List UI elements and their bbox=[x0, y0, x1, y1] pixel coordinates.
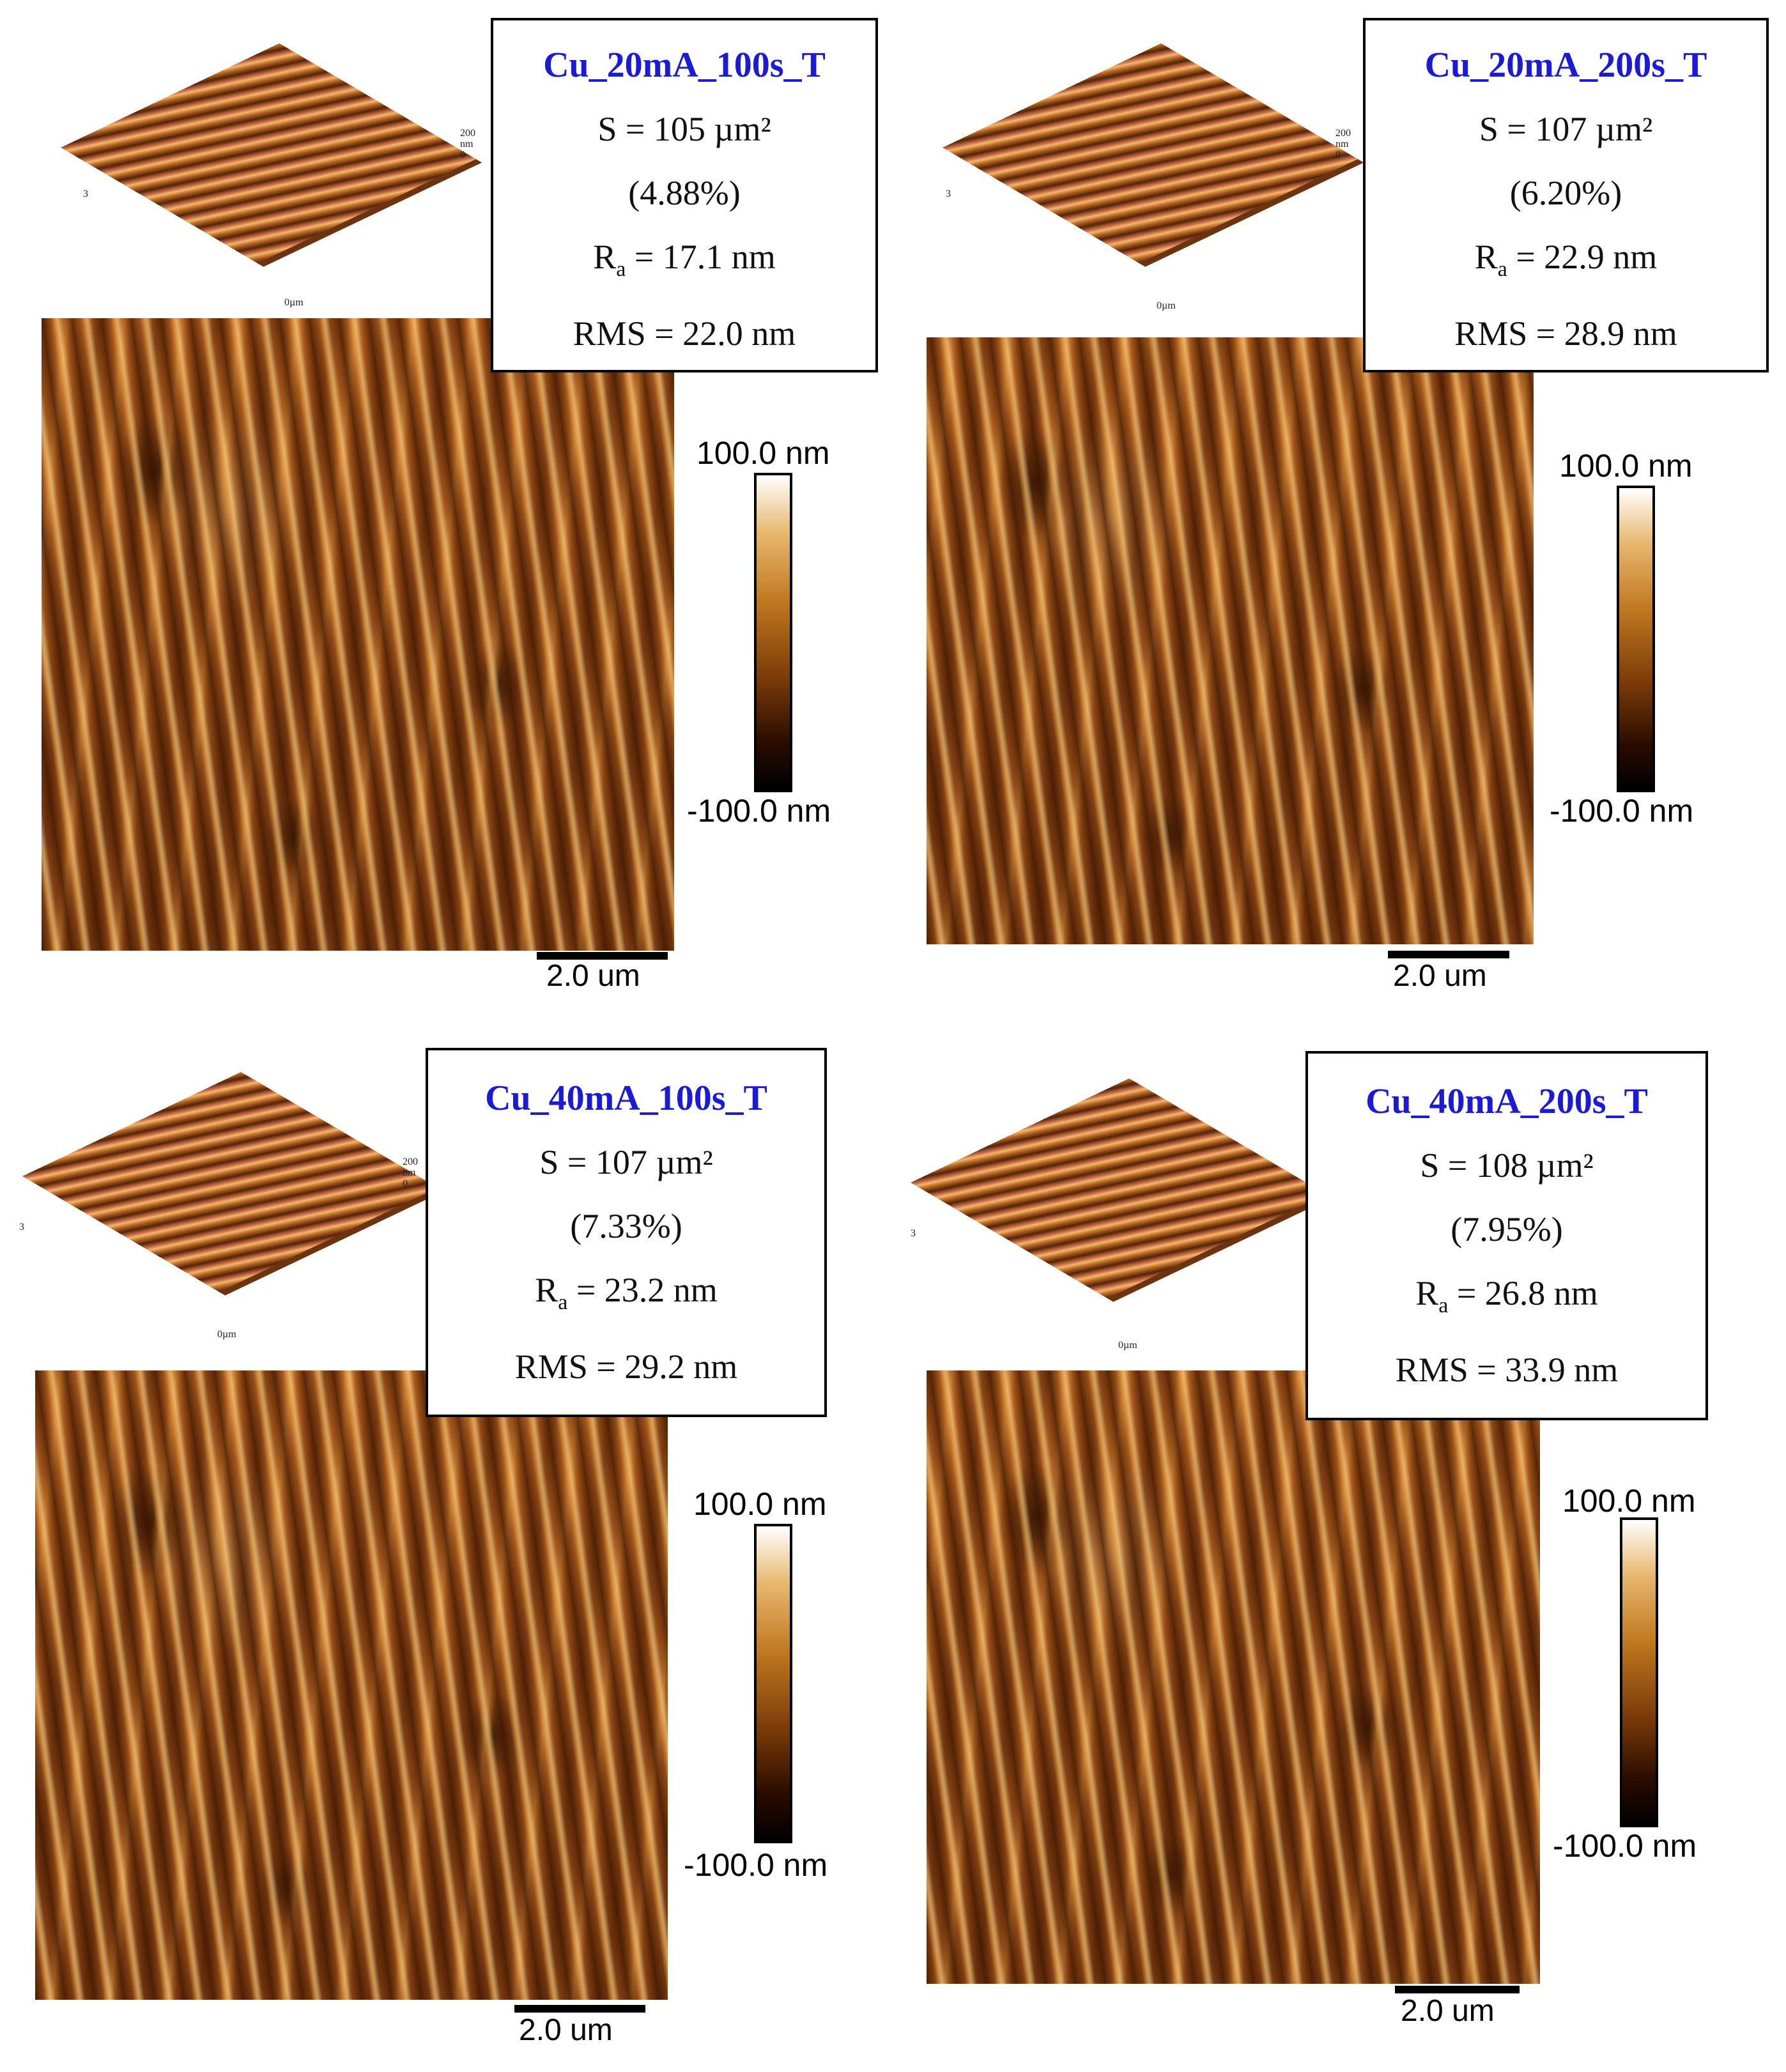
axis-side-label: 3 bbox=[946, 188, 951, 199]
scale-bar bbox=[1395, 1986, 1520, 1993]
afm-height-map bbox=[927, 1370, 1540, 1984]
roughness-ra: Ra = 22.9 nm bbox=[1366, 225, 1766, 302]
surface-area-increase: (7.95%) bbox=[1451, 1210, 1563, 1248]
roughness-rms: RMS = 33.9 nm bbox=[1395, 1350, 1619, 1389]
axis-origin-label: 0µm bbox=[1157, 300, 1176, 311]
sample-info-box: Cu_40mA_200s_T S = 108 µm² (7.95%) Ra = … bbox=[1305, 1051, 1708, 1420]
scale-bar bbox=[537, 952, 668, 960]
ra-value: = 22.9 nm bbox=[1507, 238, 1658, 276]
ra-symbol: R bbox=[593, 238, 617, 276]
colorbar-max-label: 100.0 nm bbox=[1559, 448, 1693, 484]
ra-subscript: a bbox=[616, 257, 626, 281]
surface-area: S = 107 µm² bbox=[1479, 110, 1653, 148]
height-colorbar bbox=[1617, 486, 1655, 792]
scale-bar-label: 2.0 um bbox=[1401, 1994, 1495, 2028]
axis-z-unit: nm bbox=[460, 139, 473, 150]
colorbar-min-label: -100.0 nm bbox=[1553, 1828, 1697, 1864]
ra-value: = 17.1 nm bbox=[626, 238, 776, 276]
ra-subscript: a bbox=[558, 1290, 568, 1314]
afm-3d-surface bbox=[911, 1078, 1326, 1299]
surface-area-increase: (7.33%) bbox=[570, 1207, 682, 1245]
ra-value: = 23.2 nm bbox=[567, 1271, 718, 1309]
axis-z-top: 200 bbox=[460, 128, 475, 139]
afm-3d-view: 200 nm 0 3 0µm bbox=[939, 26, 1361, 319]
ra-symbol: R bbox=[535, 1271, 558, 1309]
scale-bar-label: 2.0 um bbox=[1393, 959, 1487, 993]
afm-height-map bbox=[35, 1370, 668, 2000]
axis-z-unit: nm bbox=[403, 1167, 416, 1178]
surface-area: S = 105 µm² bbox=[597, 110, 771, 148]
axis-origin-label: 0µm bbox=[217, 1329, 236, 1340]
height-colorbar bbox=[1620, 1517, 1658, 1827]
colorbar-min-label: -100.0 nm bbox=[687, 793, 831, 829]
colorbar-min-label: -100.0 nm bbox=[1550, 793, 1694, 829]
axis-side-label: 3 bbox=[83, 188, 88, 199]
axis-z-zero: 0 bbox=[460, 150, 465, 160]
sample-title: Cu_20mA_200s_T bbox=[1424, 45, 1707, 85]
afm-3d-view: 3 0µm bbox=[907, 1061, 1329, 1354]
ra-symbol: R bbox=[1474, 238, 1498, 276]
roughness-rms: RMS = 22.0 nm bbox=[573, 314, 796, 353]
colorbar-max-label: 100.0 nm bbox=[697, 435, 830, 471]
roughness-ra: Ra = 23.2 nm bbox=[428, 1258, 824, 1335]
axis-z-unit: nm bbox=[1336, 139, 1349, 150]
colorbar-max-label: 100.0 nm bbox=[693, 1486, 827, 1522]
roughness-rms: RMS = 29.2 nm bbox=[514, 1347, 738, 1386]
height-colorbar bbox=[754, 473, 792, 792]
axis-z-top: 200 bbox=[1336, 128, 1351, 139]
scale-bar bbox=[514, 2005, 645, 2013]
axis-origin-label: 0µm bbox=[284, 297, 304, 308]
axis-side-label: 3 bbox=[19, 1222, 24, 1232]
colorbar-min-label: -100.0 nm bbox=[684, 1847, 828, 1883]
axis-z-top: 200 bbox=[403, 1156, 418, 1167]
surface-area-increase: (4.88%) bbox=[628, 174, 741, 212]
afm-height-map bbox=[42, 318, 674, 951]
sample-title: Cu_20mA_100s_T bbox=[543, 45, 826, 85]
ra-subscript: a bbox=[1438, 1293, 1449, 1317]
scale-bar bbox=[1388, 951, 1509, 958]
afm-3d-surface bbox=[22, 1071, 438, 1293]
afm-3d-surface bbox=[61, 43, 476, 264]
sample-info-box: Cu_20mA_100s_T S = 105 µm² (4.88%) Ra = … bbox=[491, 18, 878, 372]
colorbar-max-label: 100.0 nm bbox=[1562, 1483, 1696, 1519]
sample-title: Cu_40mA_100s_T bbox=[485, 1078, 767, 1118]
surface-area: S = 108 µm² bbox=[1420, 1146, 1594, 1185]
roughness-ra: Ra = 26.8 nm bbox=[1308, 1261, 1705, 1338]
roughness-ra: Ra = 17.1 nm bbox=[493, 225, 875, 302]
sample-info-box: Cu_40mA_100s_T S = 107 µm² (7.33%) Ra = … bbox=[426, 1048, 827, 1417]
roughness-rms: RMS = 28.9 nm bbox=[1454, 314, 1677, 353]
axis-origin-label: 0µm bbox=[1118, 1340, 1137, 1351]
axis-z-zero: 0 bbox=[1336, 150, 1341, 160]
surface-area: S = 107 µm² bbox=[539, 1143, 713, 1181]
axis-z-zero: 0 bbox=[403, 1178, 408, 1189]
afm-3d-surface bbox=[943, 43, 1358, 264]
ra-symbol: R bbox=[1415, 1274, 1439, 1312]
surface-area-increase: (6.20%) bbox=[1509, 174, 1622, 212]
sample-info-box: Cu_20mA_200s_T S = 107 µm² (6.20%) Ra = … bbox=[1363, 18, 1769, 372]
scale-bar-label: 2.0 um bbox=[519, 2013, 613, 2047]
sample-title: Cu_40mA_200s_T bbox=[1366, 1082, 1648, 1121]
afm-height-map bbox=[927, 337, 1534, 944]
afm-3d-view: 200 nm 0 3 0µm bbox=[19, 1054, 441, 1348]
height-colorbar bbox=[754, 1524, 792, 1843]
scale-bar-label: 2.0 um bbox=[546, 959, 640, 993]
ra-subscript: a bbox=[1497, 257, 1507, 281]
axis-side-label: 3 bbox=[911, 1228, 916, 1239]
ra-value: = 26.8 nm bbox=[1448, 1274, 1598, 1312]
afm-3d-view: 200 nm 0 3 0µm bbox=[58, 26, 479, 319]
